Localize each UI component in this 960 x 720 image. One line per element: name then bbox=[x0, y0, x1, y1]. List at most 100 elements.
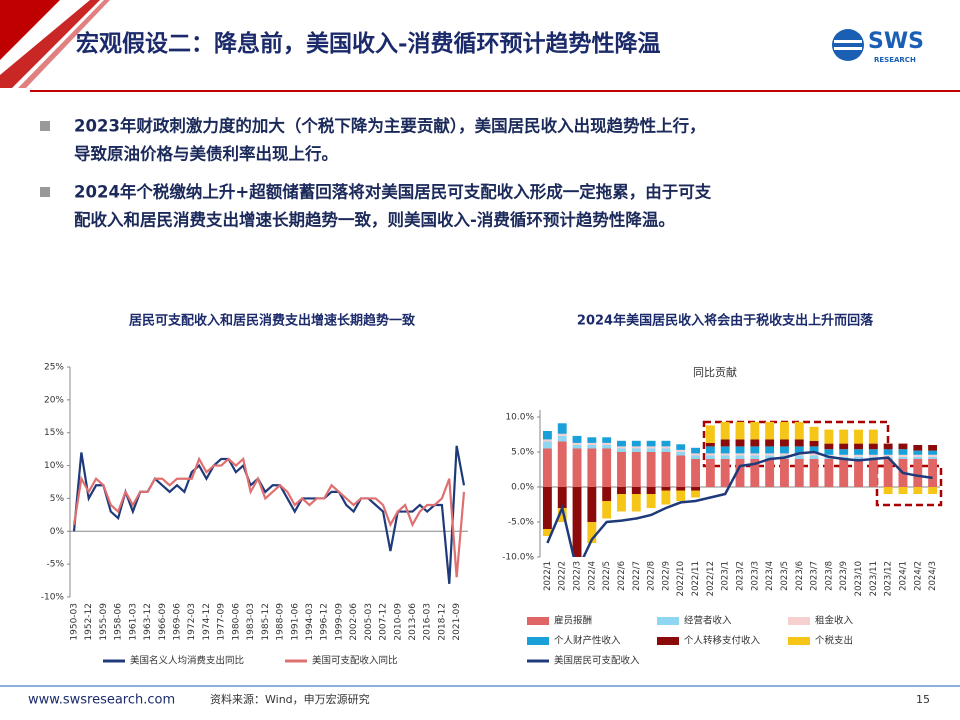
bar bbox=[705, 442, 715, 447]
bar bbox=[587, 442, 597, 445]
bar bbox=[839, 429, 849, 444]
bar bbox=[780, 446, 789, 454]
bar bbox=[646, 446, 656, 449]
bar bbox=[705, 453, 715, 456]
bar bbox=[898, 456, 908, 459]
page-number: 15 bbox=[916, 693, 930, 706]
y-tick-label: 5% bbox=[50, 494, 65, 504]
legend-label: 个税支出 bbox=[815, 635, 853, 647]
bar bbox=[794, 459, 804, 487]
bar bbox=[557, 423, 567, 434]
bar bbox=[735, 455, 745, 459]
bar bbox=[898, 454, 908, 457]
y-tick-label: 0.0% bbox=[511, 483, 534, 493]
bar bbox=[913, 456, 923, 459]
x-tick-label: 2024/1 bbox=[898, 561, 908, 591]
bar bbox=[676, 455, 686, 487]
x-tick-label: 2013-06 bbox=[408, 603, 418, 641]
bar bbox=[794, 455, 804, 459]
x-tick-label: 2023/5 bbox=[780, 561, 790, 591]
bar bbox=[809, 426, 819, 441]
x-tick-label: 2007-12 bbox=[379, 603, 389, 641]
bar bbox=[750, 459, 760, 487]
x-tick-label: 2024/3 bbox=[928, 561, 938, 591]
bar bbox=[735, 453, 745, 456]
bar bbox=[572, 435, 582, 443]
x-tick-label: 1996-12 bbox=[320, 603, 330, 641]
x-tick-label: 1966-09 bbox=[158, 603, 168, 641]
bar bbox=[824, 429, 834, 444]
bar bbox=[587, 487, 597, 522]
bar bbox=[854, 459, 863, 487]
bar bbox=[868, 429, 878, 444]
bar bbox=[617, 487, 626, 494]
title: 宏观假设二：降息前，美国收入-消费循环预计趋势性降温 bbox=[76, 30, 661, 57]
bar bbox=[735, 421, 745, 440]
bar bbox=[839, 454, 849, 457]
x-tick-label: 2023/6 bbox=[795, 561, 805, 591]
logo-icon bbox=[832, 29, 864, 61]
bar bbox=[868, 459, 878, 487]
y-tick-label: 15% bbox=[44, 428, 64, 438]
bar bbox=[928, 450, 938, 455]
bar bbox=[691, 455, 700, 459]
bar bbox=[646, 494, 656, 508]
x-tick-label: 1980-06 bbox=[231, 603, 241, 641]
bar bbox=[572, 487, 582, 557]
legend-label: 个人转移支付收入 bbox=[684, 635, 761, 647]
x-tick-label: 2023/8 bbox=[824, 561, 834, 591]
bar bbox=[839, 443, 849, 450]
header-decor bbox=[18, 0, 110, 88]
legend-swatch bbox=[527, 637, 549, 645]
bullet: 导致原油价格与美债利率出现上行。 bbox=[74, 144, 338, 164]
bar bbox=[765, 439, 775, 447]
bar bbox=[854, 456, 863, 459]
bar bbox=[928, 454, 938, 457]
legend-label: 美国居民可支配收入 bbox=[554, 655, 640, 667]
x-tick-label: 1983-03 bbox=[246, 603, 256, 641]
bar bbox=[617, 440, 626, 447]
y-tick-label: -10% bbox=[41, 593, 65, 603]
bar bbox=[661, 490, 671, 505]
x-tick-label: 2023/11 bbox=[869, 561, 879, 596]
y-tick-label: 20% bbox=[44, 395, 64, 405]
bar bbox=[691, 453, 700, 456]
y-tick-label: -5.0% bbox=[508, 518, 535, 528]
bar bbox=[750, 453, 760, 456]
y-tick-label: -5% bbox=[46, 560, 64, 570]
x-tick-label: 2023/12 bbox=[884, 561, 894, 596]
legend-swatch bbox=[788, 617, 810, 625]
x-tick-label: 1972-03 bbox=[187, 603, 197, 641]
bar bbox=[824, 443, 834, 450]
x-tick-label: 2010-09 bbox=[393, 603, 403, 641]
bar bbox=[780, 459, 789, 487]
bar bbox=[928, 487, 938, 494]
bar bbox=[898, 443, 908, 450]
bar bbox=[587, 445, 597, 449]
bar bbox=[646, 448, 656, 452]
bar bbox=[765, 446, 775, 454]
highlight-box bbox=[875, 464, 943, 507]
x-tick-label: 2022/12 bbox=[706, 561, 716, 596]
bar bbox=[809, 440, 819, 447]
bar bbox=[542, 439, 552, 442]
bar bbox=[557, 508, 567, 522]
bar bbox=[824, 459, 834, 487]
bar bbox=[705, 446, 715, 454]
bar bbox=[928, 456, 938, 459]
bar bbox=[691, 490, 700, 498]
x-tick-label: 1963-12 bbox=[143, 603, 153, 641]
bar bbox=[631, 440, 641, 447]
x-tick-label: 1994-03 bbox=[305, 603, 315, 641]
bar bbox=[809, 446, 819, 454]
x-tick-label: 1999-09 bbox=[334, 603, 344, 641]
x-tick-label: 2023/2 bbox=[736, 561, 746, 591]
y-tick-label: 10% bbox=[44, 461, 64, 471]
bar bbox=[602, 445, 612, 449]
bar bbox=[676, 490, 686, 501]
bar bbox=[557, 433, 567, 436]
x-tick-label: 2023/7 bbox=[810, 561, 820, 591]
x-tick-label: 2023/3 bbox=[750, 561, 760, 591]
x-tick-label: 1952-12 bbox=[84, 603, 94, 641]
